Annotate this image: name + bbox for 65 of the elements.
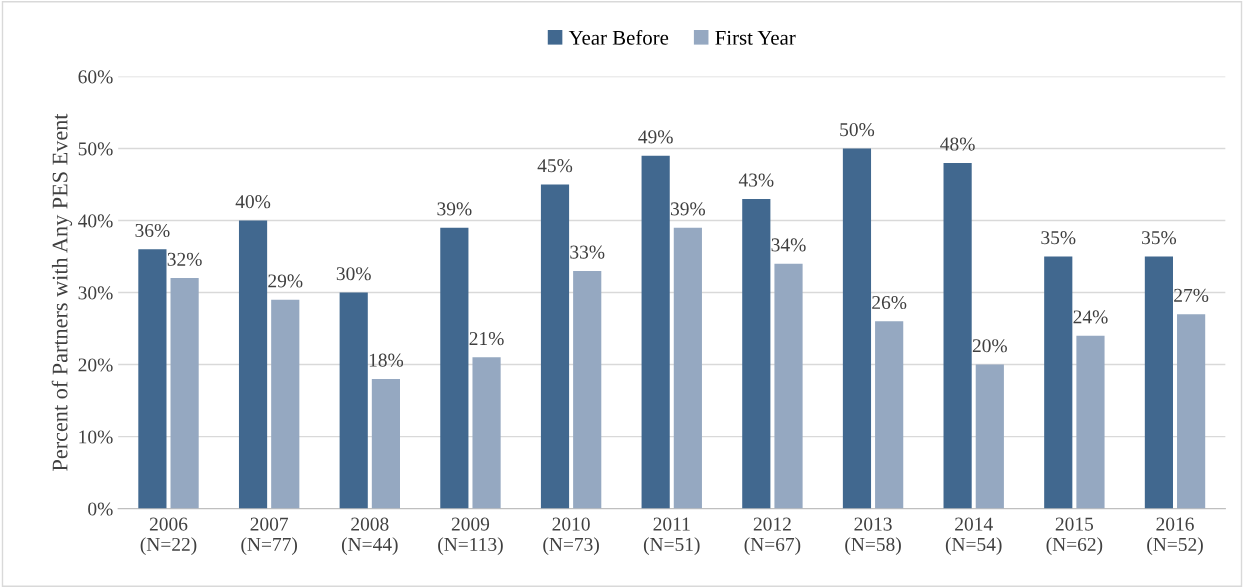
x-tick-label: 2011 (N=51)	[643, 517, 700, 555]
data-label: 33%	[570, 245, 605, 259]
x-tick-label: 2008 (N=44)	[341, 517, 398, 555]
data-label: 45%	[537, 159, 573, 173]
bar	[170, 278, 199, 509]
x-tick-label: 2015 (N=62)	[1046, 517, 1103, 555]
y-tick-label: 10%	[79, 430, 113, 444]
bar	[842, 148, 872, 509]
data-label: 21%	[469, 331, 504, 346]
data-label: 43%	[738, 173, 774, 187]
data-label: 36%	[135, 223, 170, 238]
bar	[943, 162, 972, 509]
data-label: 27%	[1174, 288, 1209, 302]
bar	[1177, 314, 1206, 509]
x-tick-label: 2013 (N=58)	[845, 517, 901, 555]
y-tick-label: 60%	[78, 70, 113, 84]
data-label: 40%	[235, 195, 271, 209]
bar	[138, 249, 167, 509]
x-tick-label: 2016 (N=52)	[1147, 517, 1203, 555]
bar	[440, 227, 469, 509]
bar	[673, 227, 702, 509]
bar	[875, 321, 904, 509]
data-label: 50%	[840, 123, 875, 137]
bar	[742, 198, 771, 509]
bar	[774, 263, 803, 509]
data-label: 35%	[1041, 231, 1076, 245]
bar	[1044, 256, 1073, 509]
data-label: 30%	[336, 267, 371, 281]
y-tick-label: 20%	[78, 358, 113, 372]
x-tick-label: 2007 (N=77)	[241, 517, 297, 555]
data-label: 26%	[872, 295, 907, 310]
bar	[641, 155, 670, 509]
y-tick-label: 40%	[78, 214, 113, 228]
bar	[339, 292, 368, 509]
data-label: 49%	[638, 130, 673, 144]
x-tick-label: 2009 (N=113)	[438, 517, 503, 555]
bar	[975, 364, 1004, 509]
legend-label: Year Before	[568, 29, 669, 45]
y-tick-label: 0%	[88, 502, 113, 516]
x-tick-label: 2012 (N=67)	[744, 517, 801, 555]
y-axis-title: Percent of Partners with Any PES Event	[51, 113, 73, 471]
bar	[573, 270, 602, 509]
y-tick-label: 50%	[78, 142, 113, 156]
legend-label: First Year	[715, 30, 796, 45]
data-label: 35%	[1142, 231, 1177, 245]
bar	[1076, 335, 1105, 509]
data-label: 24%	[1073, 310, 1108, 324]
data-label: 39%	[670, 202, 706, 216]
bar	[472, 357, 501, 509]
data-label: 34%	[771, 238, 806, 252]
x-tick-label: 2010 (N=73)	[543, 517, 599, 555]
x-tick-label: 2014 (N=54)	[945, 517, 1002, 555]
bar	[540, 184, 570, 509]
bar	[1144, 256, 1173, 509]
y-tick-label: 30%	[78, 286, 113, 300]
data-label: 29%	[268, 274, 303, 288]
data-label: 20%	[972, 339, 1007, 353]
x-tick-label: 2006 (N=22)	[140, 517, 197, 555]
data-label: 32%	[167, 252, 202, 266]
bar	[371, 378, 400, 509]
bar	[238, 220, 268, 509]
bar	[271, 299, 300, 509]
data-label: 18%	[369, 353, 404, 367]
data-label: 48%	[940, 137, 975, 151]
data-label: 39%	[437, 202, 472, 216]
